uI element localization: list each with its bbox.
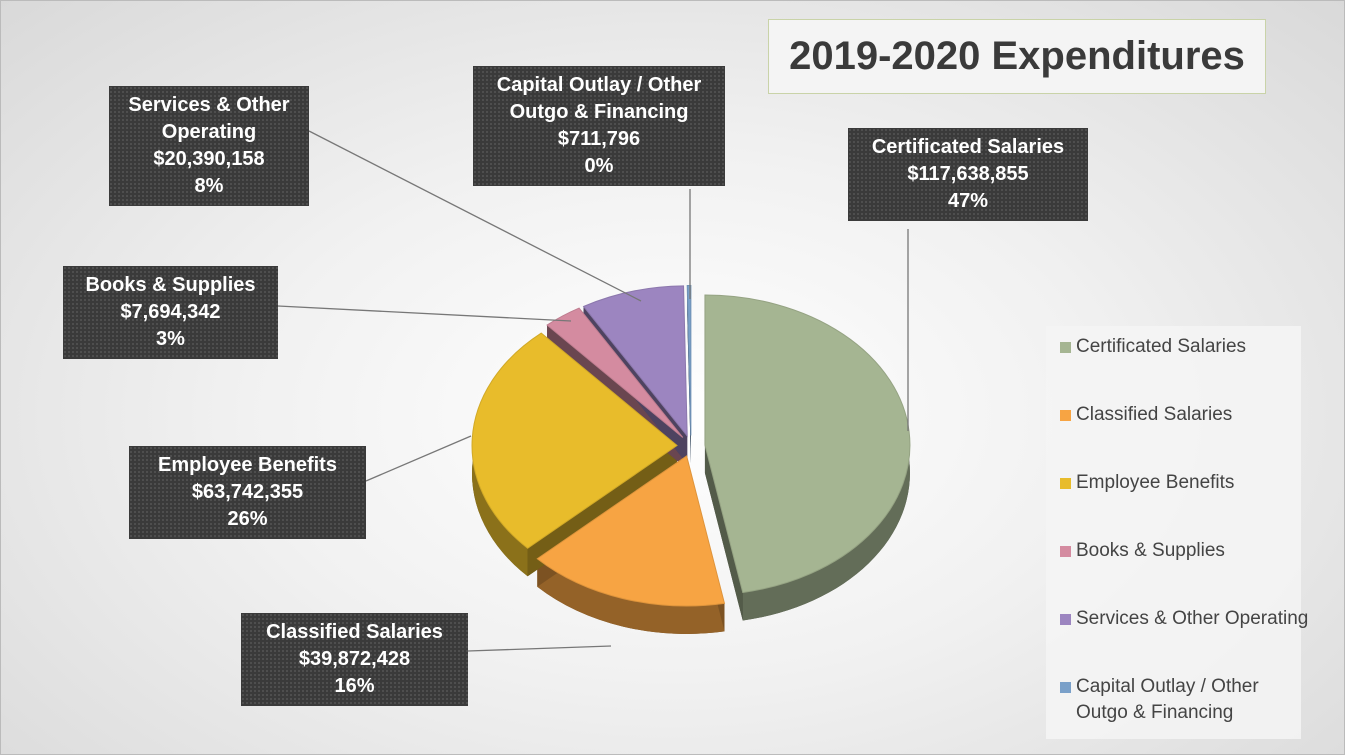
legend-swatch <box>1060 342 1071 353</box>
legend-item: Employee Benefits <box>1060 470 1311 496</box>
slice-side <box>704 445 743 621</box>
label-name: Capital Outlay / Other Outgo & Financing <box>496 74 702 123</box>
data-label: Capital Outlay / Other Outgo & Financing… <box>473 66 725 186</box>
data-label: Books & Supplies $7,694,342 3% <box>63 266 278 359</box>
legend-item: Books & Supplies <box>1060 538 1311 564</box>
label-name: Services & Other Operating <box>128 94 290 143</box>
data-label: Employee Benefits $63,742,355 26% <box>129 446 366 539</box>
label-value: $711,796 <box>557 128 641 150</box>
legend-swatch <box>1060 614 1071 625</box>
label-name: Certificated Salaries <box>871 136 1065 158</box>
slice <box>536 455 726 607</box>
legend-label: Employee Benefits <box>1076 472 1235 493</box>
label-value: $63,742,355 <box>191 481 304 503</box>
label-name: Books & Supplies <box>85 274 256 296</box>
leader-line <box>365 435 472 482</box>
leader-line <box>277 305 572 322</box>
data-label: Services & Other Operating $20,390,158 8% <box>109 86 309 206</box>
slice <box>546 307 684 438</box>
data-label: Certificated Salaries $117,638,855 47% <box>848 128 1088 221</box>
label-value: $117,638,855 <box>907 163 1029 185</box>
legend-item: Capital Outlay / Other Outgo & Financing <box>1060 674 1311 726</box>
legend-swatch <box>1060 478 1071 489</box>
legend-swatch <box>1060 410 1071 421</box>
legend-item: Classified Salaries <box>1060 402 1311 428</box>
chart-title: 2019-2020 Expenditures <box>768 19 1266 94</box>
legend-swatch <box>1060 546 1071 557</box>
label-percent: 3% <box>156 328 185 350</box>
label-percent: 26% <box>227 508 268 530</box>
label-percent: 8% <box>194 175 224 197</box>
leader-line <box>308 130 642 302</box>
data-label: Classified Salaries $39,872,428 16% <box>241 613 468 706</box>
legend-item: Certificated Salaries <box>1060 334 1311 360</box>
leader-line <box>467 645 612 652</box>
legend-swatch <box>1060 682 1071 693</box>
legend-label: Services & Other Operating <box>1076 608 1309 629</box>
legend-item: Services & Other Operating <box>1060 606 1311 632</box>
label-percent: 16% <box>334 675 375 697</box>
slice-side <box>537 558 725 634</box>
slice <box>471 332 678 549</box>
legend-label: Certificated Salaries <box>1076 336 1247 357</box>
slice <box>686 284 692 436</box>
label-value: $7,694,342 <box>120 301 221 323</box>
legend-label: Capital Outlay / Other Outgo & Financing <box>1076 676 1259 723</box>
legend-label: Books & Supplies <box>1076 540 1225 561</box>
label-value: $39,872,428 <box>298 648 411 670</box>
label-name: Classified Salaries <box>266 621 443 643</box>
slice <box>704 294 911 594</box>
legend-label: Classified Salaries <box>1076 404 1233 425</box>
slice <box>582 285 688 438</box>
label-percent: 47% <box>947 190 989 212</box>
label-name: Employee Benefits <box>158 454 337 476</box>
legend: Certificated Salaries Classified Salaries… <box>1046 326 1308 739</box>
label-value: $20,390,158 <box>153 148 265 170</box>
label-percent: 0% <box>584 155 614 177</box>
